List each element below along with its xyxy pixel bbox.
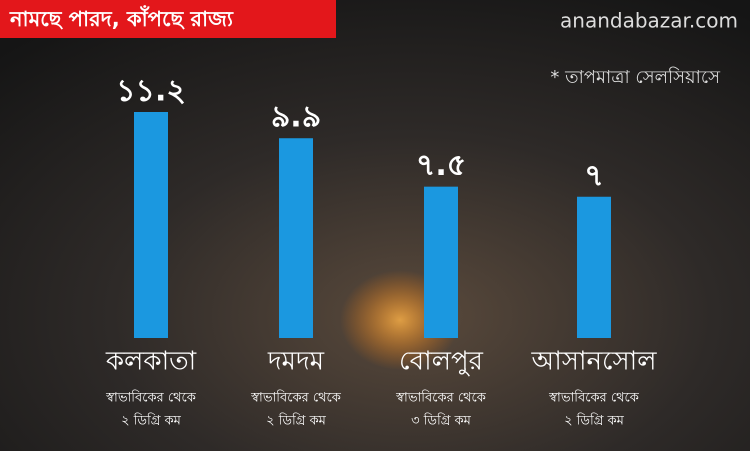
note: ২ ডিগ্রি কম [564,413,625,429]
note: স্বাভাবিকের থেকে [395,390,487,406]
category-label: দমদম [267,347,325,377]
source: anandabazar.com [560,9,738,33]
value-label: ৭.৫ [416,148,466,183]
category-label: বোলপুর [399,347,484,377]
note: ৩ ডিগ্রি কম [411,413,472,429]
note: স্বাভাবিকের থেকে [548,390,640,406]
note: ২ ডিগ্রি কম [266,413,327,429]
bar [134,112,168,338]
bar [577,196,611,338]
value-label: ৭ [584,158,604,193]
note: ২ ডিগ্রি কম [121,413,182,429]
bar [279,138,313,338]
note: স্বাভাবিকের থেকে [105,390,197,406]
value-label: ১১.২ [116,74,186,109]
value-label: ৯.৯ [271,100,321,135]
category-label: আসানসোল [530,347,657,377]
chart-title: নামছে পারদ, কাঁপছে রাজ্য [9,5,234,31]
title-box [0,0,336,38]
subtitle: * তাপমাত্রা সেলসিয়াসে [550,67,721,88]
category-label: কলকাতা [105,347,197,377]
note: স্বাভাবিকের থেকে [250,390,342,406]
bar [424,186,458,338]
